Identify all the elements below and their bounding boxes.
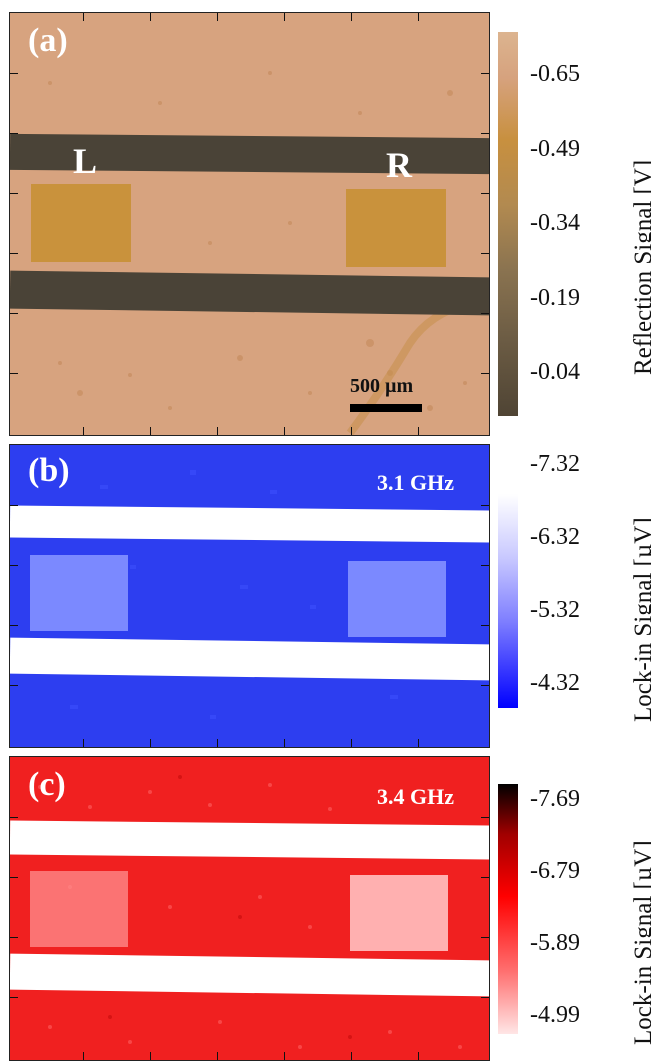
panel-b-frequency: 3.1 GHz bbox=[377, 470, 454, 495]
colorbar-c bbox=[498, 784, 518, 1034]
panel-b-image bbox=[9, 444, 490, 748]
scalebar bbox=[350, 404, 422, 412]
panel-b-label: (b) bbox=[28, 452, 70, 489]
strip-upper bbox=[10, 505, 489, 543]
strip-lower bbox=[10, 270, 489, 316]
pad-right-label: R bbox=[386, 145, 412, 185]
pad-right bbox=[350, 875, 448, 951]
panel-a-image bbox=[9, 12, 490, 436]
panel-a-label: (a) bbox=[28, 22, 68, 59]
pad-left bbox=[31, 184, 131, 262]
colorbar-b-label: Lock-in Signal [µV] bbox=[630, 517, 651, 722]
colorbar-a-tick: -0.65 bbox=[530, 61, 580, 87]
colorbar-c-tick: -7.69 bbox=[530, 786, 580, 812]
colorbar-b-tick: -7.32 bbox=[530, 451, 580, 477]
colorbar-a bbox=[498, 32, 518, 416]
panel-b-texture bbox=[30, 465, 398, 719]
strip-lower bbox=[10, 953, 489, 997]
colorbar-b-tick: -4.32 bbox=[530, 670, 580, 696]
colorbar-b-tick: -6.32 bbox=[530, 524, 580, 550]
colorbar-c-label: Lock-in Signal [µV] bbox=[630, 840, 651, 1045]
pad-left-label: L bbox=[73, 141, 98, 181]
colorbar-c-tick: -6.79 bbox=[530, 858, 580, 884]
pad-left bbox=[30, 555, 128, 631]
pad-right bbox=[346, 189, 446, 267]
colorbar-a-tick: -0.19 bbox=[530, 285, 580, 311]
colorbar-a-tick: -0.49 bbox=[530, 136, 580, 162]
strip-upper bbox=[10, 820, 489, 860]
panel-c-image bbox=[9, 756, 490, 1061]
colorbar-c-tick: -5.89 bbox=[530, 930, 580, 956]
colorbar-b-tick: -5.32 bbox=[530, 597, 580, 623]
colorbar-b bbox=[498, 494, 518, 708]
colorbar-c-tick: -4.99 bbox=[530, 1002, 580, 1028]
colorbar-a-label: Reflection Signal [V] bbox=[630, 159, 651, 375]
pad-right bbox=[348, 561, 446, 637]
scalebar-label: 500 µm bbox=[350, 375, 414, 397]
pad-left bbox=[30, 871, 128, 947]
panel-c-texture bbox=[38, 775, 462, 1049]
colorbar-a-tick: -0.34 bbox=[530, 210, 580, 236]
panel-c-label: (c) bbox=[28, 766, 66, 803]
colorbar-a-tick: -0.04 bbox=[530, 359, 580, 385]
panel-c-frequency: 3.4 GHz bbox=[377, 784, 454, 809]
strip-lower bbox=[10, 637, 489, 681]
